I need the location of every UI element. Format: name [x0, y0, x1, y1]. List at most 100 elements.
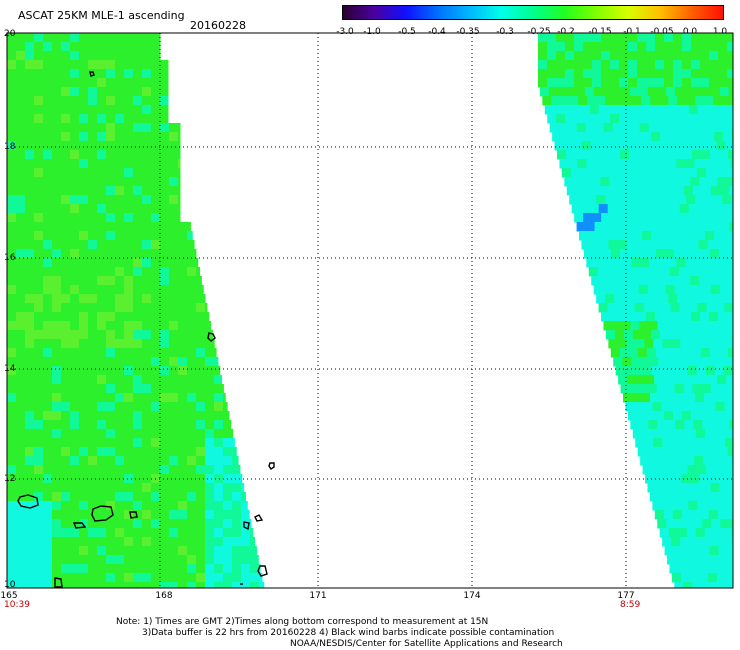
swath-cell: [151, 177, 161, 187]
swath-cell: [578, 96, 588, 106]
swath-cell: [196, 555, 206, 565]
swath-cell: [651, 168, 662, 178]
swath-cell: [160, 537, 170, 547]
swath-cell: [581, 141, 592, 151]
swath-cell: [727, 78, 733, 88]
swath-cell: [695, 330, 706, 340]
swath-cell: [133, 474, 143, 484]
swath-cell: [214, 411, 224, 421]
swath-cell: [667, 159, 677, 169]
swath-cell: [169, 123, 179, 133]
swath-cell: [133, 249, 143, 259]
swath-cell: [196, 429, 206, 439]
swath-cell: [635, 141, 646, 151]
swath-cell: [655, 114, 665, 124]
swath-cell: [687, 132, 697, 142]
swath-cell: [539, 87, 550, 97]
swath-cell: [61, 321, 71, 331]
swath-cell: [686, 330, 697, 340]
lat-label-18: 18: [4, 142, 16, 152]
swath-cell: [610, 42, 620, 52]
swath-cell: [610, 213, 620, 223]
swath-cell: [160, 159, 170, 169]
swath-cell: [683, 87, 694, 97]
swath-cell: [626, 240, 636, 250]
swath-cell: [52, 186, 62, 196]
swath-cell: [643, 204, 654, 214]
swath-cell: [115, 60, 125, 70]
swath-cell: [124, 240, 134, 250]
swath-cell: [691, 312, 701, 322]
swath-cell: [61, 195, 71, 205]
swath-cell: [655, 33, 665, 43]
swath-cell: [646, 60, 656, 70]
lat-label-20: 20: [4, 29, 16, 39]
swath-cell: [115, 105, 125, 115]
swath-cell: [151, 582, 161, 588]
swath-cell: [106, 195, 116, 205]
swath-cell: [133, 69, 143, 79]
swath-cell: [88, 231, 98, 241]
swath-cell: [693, 420, 703, 430]
swath-cell: [151, 519, 161, 529]
swath-cell: [730, 357, 733, 367]
swath-cell: [70, 87, 80, 97]
swath-cell: [632, 393, 642, 403]
swath-cell: [160, 357, 170, 367]
swath-cell: [214, 393, 224, 403]
swath-cell: [601, 312, 611, 322]
swath-cell: [663, 411, 674, 421]
swath-cell: [718, 348, 729, 358]
swath-cell: [97, 303, 107, 313]
swath-cell: [620, 87, 631, 97]
swath-cell: [124, 159, 134, 169]
swath-cell: [732, 366, 733, 376]
swath-cell: [142, 60, 152, 70]
swath-cell: [205, 510, 215, 520]
swath-cell: [635, 240, 645, 250]
swath-cell: [124, 96, 134, 106]
swath-cell: [637, 447, 648, 457]
lon-label-177: 177: [617, 591, 635, 601]
swath-cell: [97, 141, 107, 151]
swath-cell: [70, 294, 80, 304]
swath-cell: [25, 393, 35, 403]
swath-cell: [43, 510, 53, 520]
swath-cell: [133, 330, 143, 340]
swath-cell: [16, 267, 26, 277]
swath-cell: [151, 339, 161, 349]
swath-cell: [43, 582, 53, 588]
swath-cell: [133, 447, 143, 457]
swath-cell: [588, 231, 598, 241]
swath-cell: [687, 465, 698, 475]
swath-cell: [178, 510, 188, 520]
swath-cell: [52, 357, 62, 367]
swath-cell: [88, 420, 98, 430]
swath-cell: [124, 222, 134, 232]
swath-cell: [646, 312, 656, 322]
swath-cell: [697, 204, 708, 214]
swath-cell: [7, 528, 17, 538]
swath-cell: [706, 105, 717, 115]
swath-cell: [648, 420, 658, 430]
swath-cell: [61, 312, 71, 322]
swath-cell: [169, 258, 179, 268]
swath-cell: [88, 519, 98, 529]
swath-cell: [643, 303, 654, 313]
swath-cell: [557, 87, 568, 97]
swath-cell: [715, 402, 725, 412]
swath-cell: [613, 159, 623, 169]
swath-cell: [52, 438, 62, 448]
swath-cell: [604, 258, 614, 268]
swath-cell: [618, 276, 628, 286]
swath-cell: [610, 114, 620, 124]
swath-cell: [709, 546, 720, 556]
swath-cell: [232, 537, 242, 547]
swath-cell: [142, 528, 152, 538]
swath-cell: [97, 582, 107, 588]
swath-cell: [187, 537, 197, 547]
swath-cell: [169, 447, 179, 457]
swath-cell: [574, 33, 584, 43]
swath-cell: [169, 321, 179, 331]
swath-cell: [205, 393, 215, 403]
